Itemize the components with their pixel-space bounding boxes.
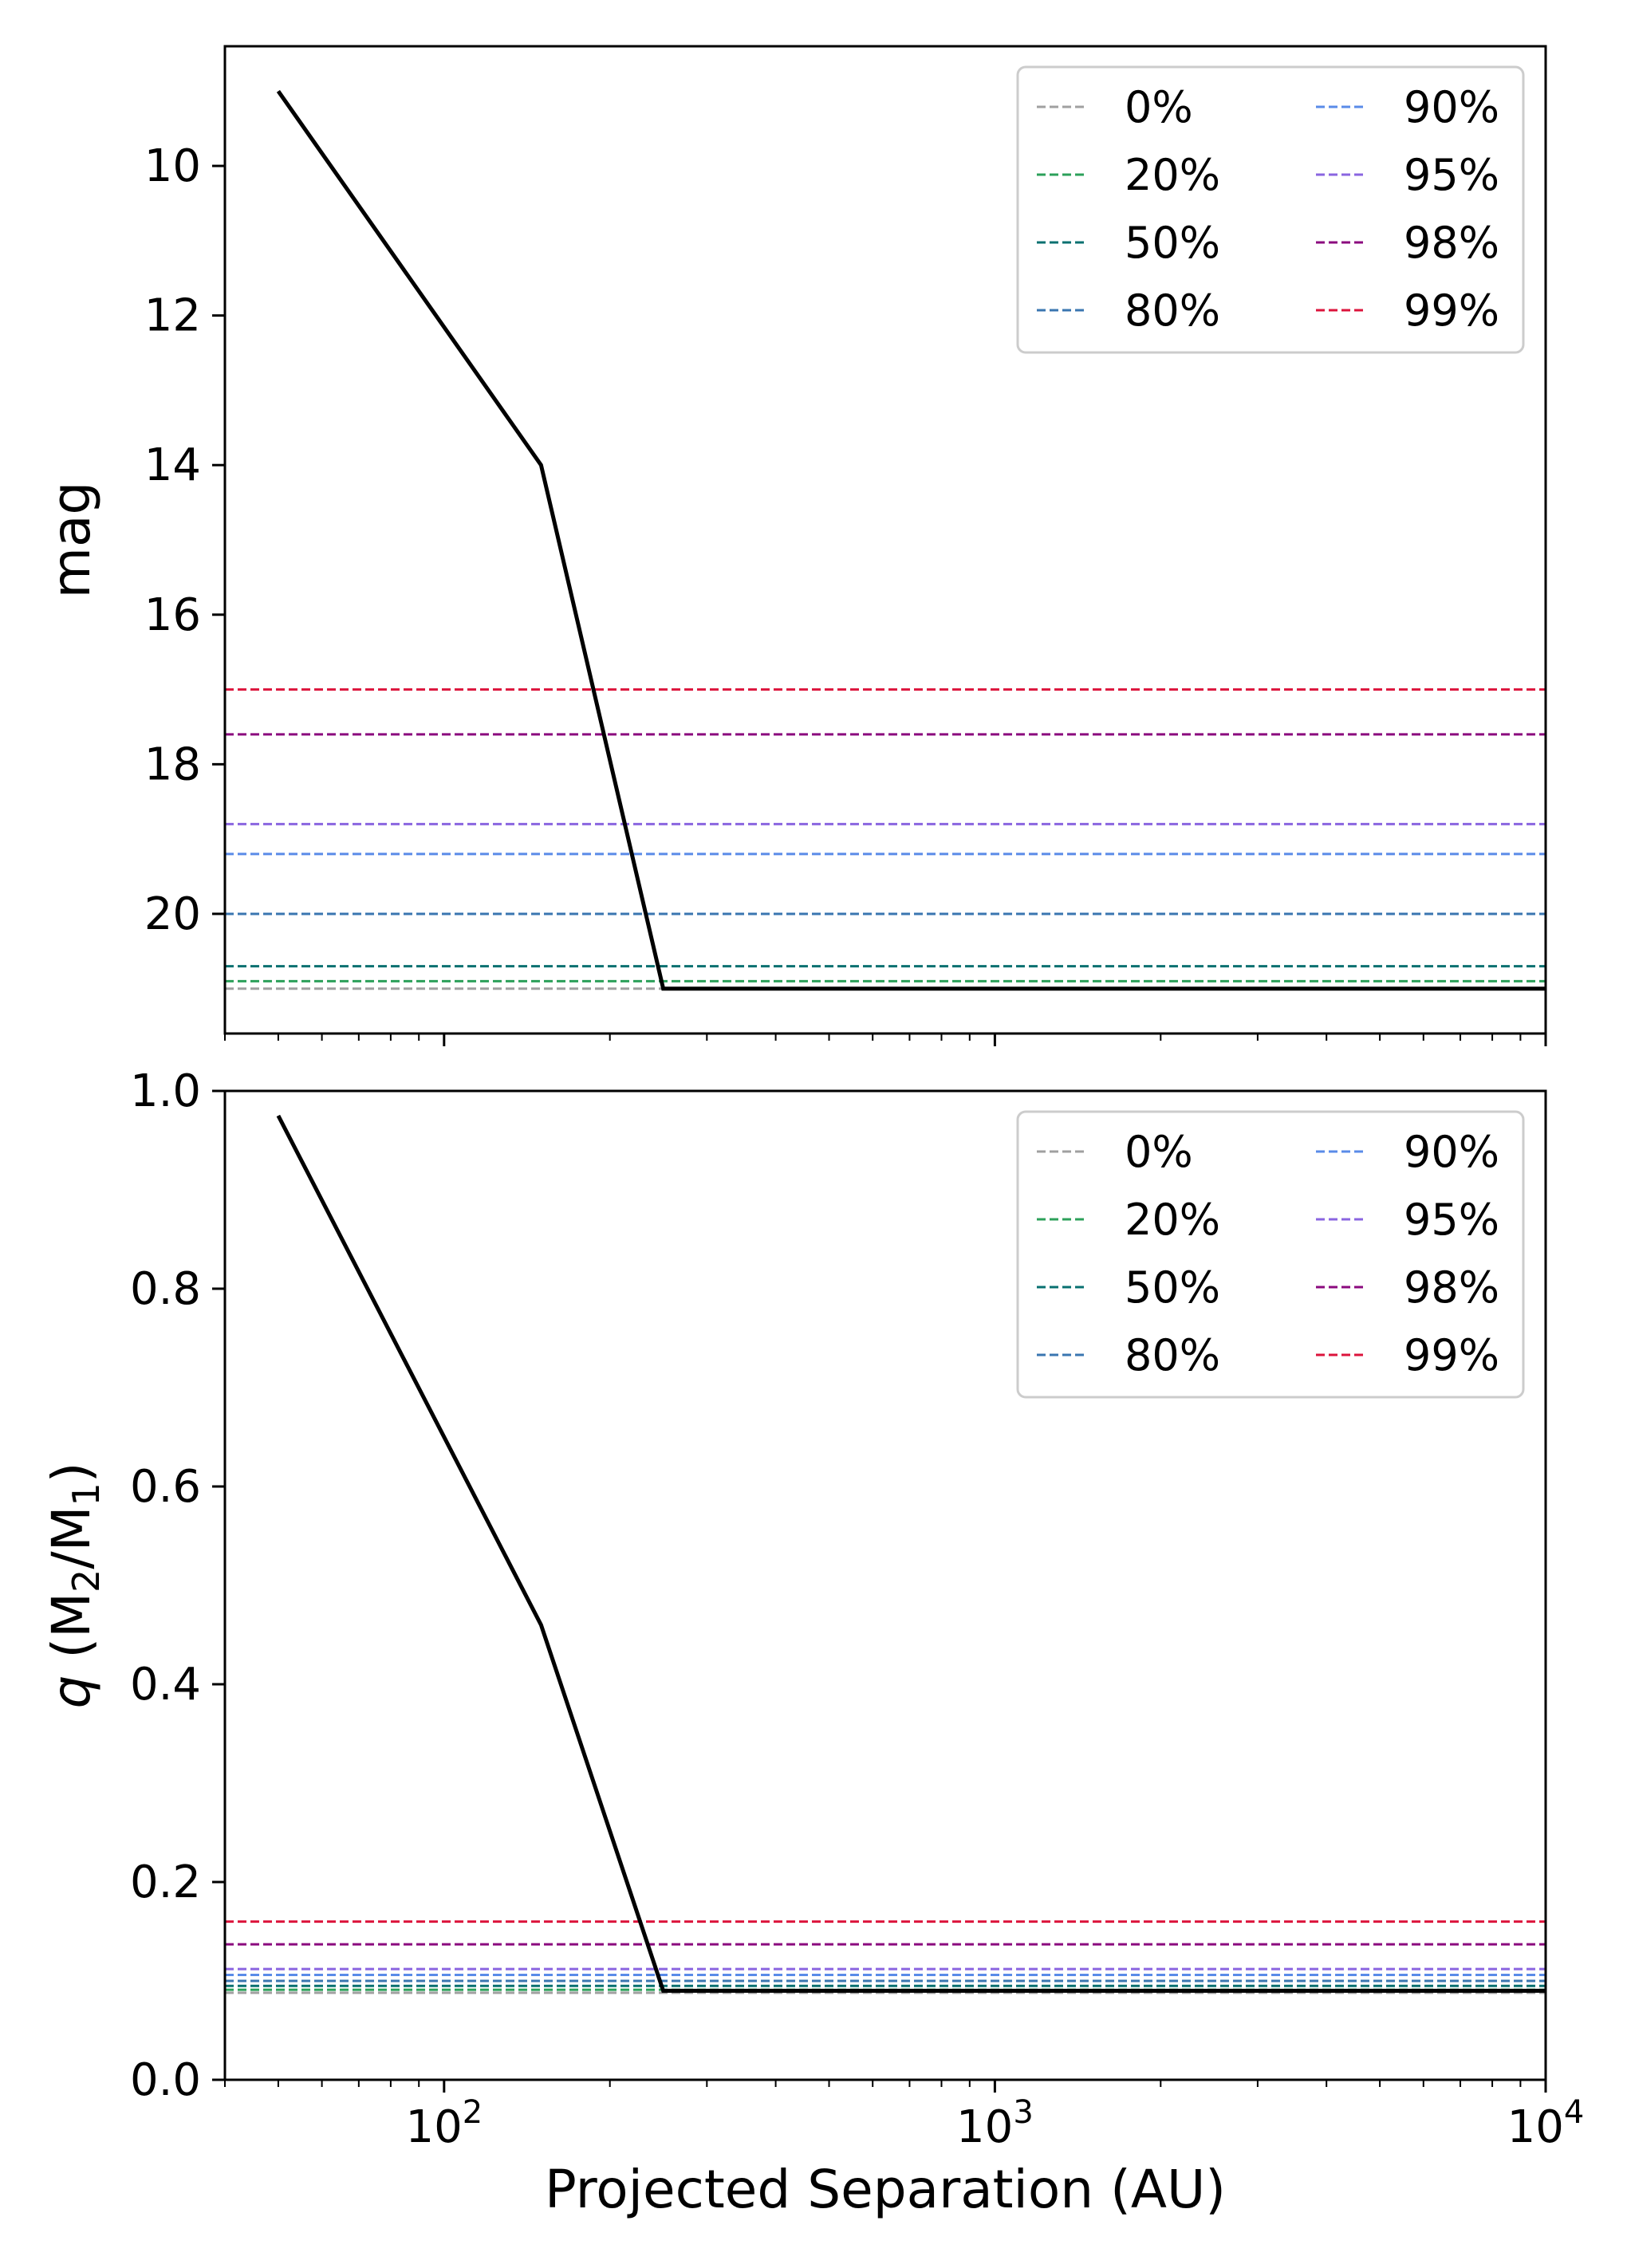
y-tick-label: 1.0: [130, 1065, 201, 1117]
legend-label: 90%: [1404, 82, 1499, 132]
x-axis-label: Projected Separation (AU): [545, 2159, 1226, 2220]
legend-label: 90%: [1404, 1127, 1499, 1177]
legend-label: 0%: [1125, 1127, 1193, 1177]
axes-frame: [223, 45, 1547, 1035]
legend-label: 50%: [1125, 218, 1220, 268]
legend-label: 20%: [1125, 150, 1220, 200]
y-tick-label: 0.0: [130, 2054, 201, 2106]
y-tick-label: 10: [144, 140, 201, 192]
legend-frame: [1016, 65, 1525, 354]
y-axis-label: mag: [41, 482, 102, 599]
y-axis-label: q (M2/M1): [41, 1462, 108, 1708]
legend-label: 98%: [1404, 1262, 1499, 1313]
y-tick-label: 12: [144, 290, 201, 342]
y-tick-label: 18: [144, 738, 201, 790]
y-tick-label: 0.4: [130, 1659, 201, 1711]
legend-label: 0%: [1125, 82, 1193, 132]
bottom-panel: 0.0 0.2 0.4 0.6 0.8 1.0 102 103 104 Projected Sep…: [41, 1065, 1584, 2220]
legend-label: 98%: [1404, 218, 1499, 268]
y-tick-label: 14: [144, 439, 201, 491]
y-tick-label: 0.6: [130, 1461, 201, 1513]
top-panel: 10 12 14 16 18 20 mag 0% 20% 50% 80% 90% 95% 98% 99%: [41, 45, 1547, 1046]
legend-label: 99%: [1404, 285, 1499, 336]
legend-label: 80%: [1125, 285, 1220, 336]
legend: 0% 20% 50% 80% 90% 95% 98% 99%: [1016, 65, 1525, 354]
legend-label: 50%: [1125, 1262, 1220, 1313]
legend-frame: [1016, 1110, 1525, 1399]
legend-label: 20%: [1125, 1195, 1220, 1245]
legend-label: 80%: [1125, 1330, 1220, 1380]
legend-label: 95%: [1404, 150, 1499, 200]
legend-label: 99%: [1404, 1330, 1499, 1380]
contrast-curve: [276, 89, 1546, 991]
contrast-curve: [276, 1114, 1546, 1993]
legend: 0% 20% 50% 80% 90% 95% 98% 99%: [1016, 1110, 1525, 1399]
y-tick-label: 20: [144, 888, 201, 940]
axes-frame: [223, 1089, 1547, 2081]
x-tick-label: 104: [1507, 2094, 1585, 2153]
x-tick-label: 103: [956, 2094, 1034, 2153]
y-tick-label: 16: [144, 589, 201, 641]
x-tick-label: 102: [405, 2094, 483, 2153]
y-tick-label: 0.2: [130, 1857, 201, 1908]
legend-label: 95%: [1404, 1195, 1499, 1245]
y-tick-label: 0.8: [130, 1263, 201, 1315]
